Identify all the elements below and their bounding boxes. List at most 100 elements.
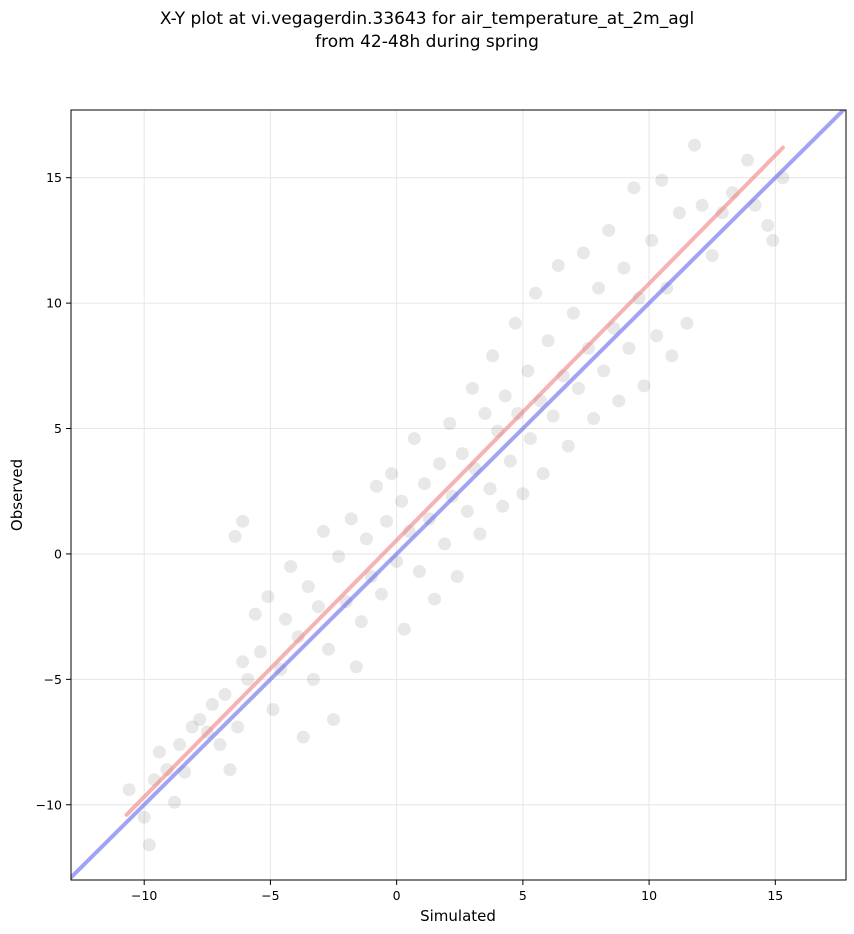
data-point [602, 223, 616, 237]
data-point [354, 615, 368, 629]
data-point [672, 206, 686, 220]
data-point [142, 838, 156, 852]
data-point [655, 173, 669, 187]
data-point [261, 590, 275, 604]
grid [71, 110, 846, 880]
data-point [592, 281, 606, 295]
data-point [688, 138, 702, 152]
data-point [617, 261, 631, 275]
chart-title: X-Y plot at vi.vegagerdin.33643 for air_… [0, 8, 854, 54]
data-point [284, 559, 298, 573]
data-point [715, 206, 729, 220]
x-tick-label: 10 [641, 888, 657, 903]
data-point [650, 329, 664, 343]
data-point [511, 406, 525, 420]
x-tick-label: 15 [767, 888, 783, 903]
data-point [241, 672, 255, 686]
data-point [541, 334, 555, 348]
data-point [311, 600, 325, 614]
data-point [460, 504, 474, 518]
data-point [627, 181, 641, 195]
data-point [443, 417, 457, 431]
x-tick-label: −10 [131, 888, 157, 903]
identity-line [71, 110, 846, 880]
data-point [571, 381, 585, 395]
y-axis-label: Observed [8, 459, 26, 531]
data-point [561, 439, 575, 453]
data-point [496, 499, 510, 513]
data-point [528, 286, 542, 300]
data-point [344, 512, 358, 526]
data-point [412, 564, 426, 578]
data-point [612, 394, 626, 408]
data-point [316, 524, 330, 538]
data-point [455, 447, 469, 461]
data-point [705, 248, 719, 262]
x-tick-label: 0 [393, 888, 401, 903]
data-point [380, 514, 394, 528]
data-point [296, 730, 310, 744]
data-point [508, 316, 522, 330]
data-point [438, 537, 452, 551]
data-point [279, 612, 293, 626]
data-point [498, 389, 512, 403]
data-point [291, 630, 305, 644]
plot-frame [70, 109, 847, 881]
data-point [266, 702, 280, 716]
y-tick-label: −5 [44, 672, 62, 687]
data-point [236, 514, 250, 528]
data-point [152, 745, 166, 759]
data-point [349, 660, 363, 674]
data-point [375, 587, 389, 601]
data-point [566, 306, 580, 320]
reference-lines [71, 110, 846, 880]
fit-line [124, 145, 785, 817]
y-tick-label: 15 [46, 170, 62, 185]
data-point [395, 494, 409, 508]
y-tick-label: −10 [36, 797, 62, 812]
data-point [546, 409, 560, 423]
data-point [486, 349, 500, 363]
data-point [301, 580, 315, 594]
data-point [523, 432, 537, 446]
data-point [428, 592, 442, 606]
data-point [218, 687, 232, 701]
data-point [185, 720, 199, 734]
y-tick-label: 10 [46, 296, 62, 311]
data-point [236, 655, 250, 669]
data-point [359, 532, 373, 546]
data-point [761, 218, 775, 232]
data-point [168, 795, 182, 809]
data-point [433, 457, 447, 471]
axis-ticks: −10 −5 0 5 10 15 −10 −5 0 5 10 15 [36, 170, 784, 903]
data-point [536, 467, 550, 481]
data-point [173, 738, 187, 752]
data-point [193, 712, 207, 726]
data-point [478, 406, 492, 420]
data-point [473, 527, 487, 541]
data-point [680, 316, 694, 330]
x-tick-label: 5 [519, 888, 527, 903]
data-point [665, 349, 679, 363]
data-point [228, 529, 242, 543]
data-point [248, 607, 262, 621]
data-point [483, 482, 497, 496]
y-tick-label: 0 [54, 546, 62, 561]
data-point [397, 622, 411, 636]
data-point [321, 642, 335, 656]
x-tick-label: −5 [261, 888, 279, 903]
data-point [637, 379, 651, 393]
data-point [516, 487, 530, 501]
data-point [385, 467, 399, 481]
data-point [645, 233, 659, 247]
data-point [521, 364, 535, 378]
data-point [369, 479, 383, 493]
y-tick-label: 5 [54, 421, 62, 436]
data-point [205, 697, 219, 711]
data-point [766, 233, 780, 247]
data-point [306, 672, 320, 686]
data-point [622, 341, 636, 355]
data-point [327, 712, 341, 726]
data-point [587, 412, 601, 426]
